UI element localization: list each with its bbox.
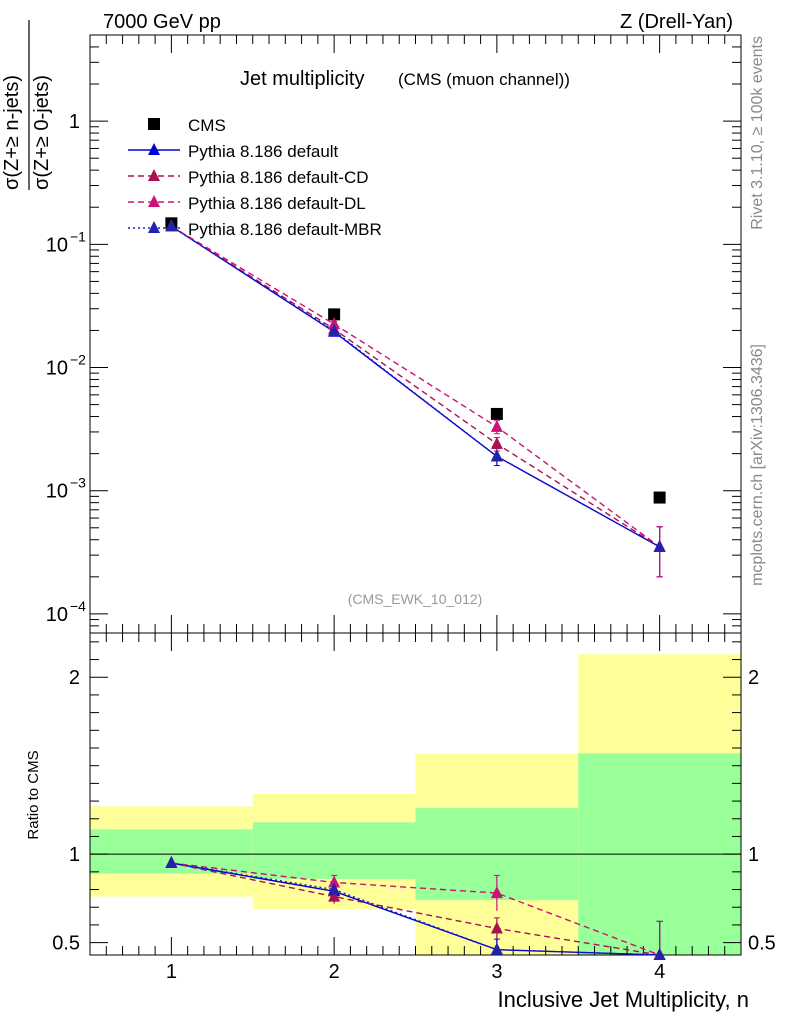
series-2 bbox=[165, 219, 666, 578]
y-tick-exponent: −1 bbox=[70, 228, 86, 244]
y-label-numerator: σ(Z+≥ n-jets) bbox=[1, 75, 23, 190]
chart-subtitle: (CMS (muon channel)) bbox=[398, 70, 570, 89]
analysis-watermark: (CMS_EWK_10_012) bbox=[348, 591, 483, 607]
x-axis-label: Inclusive Jet Multiplicity, n bbox=[498, 987, 749, 1012]
y-tick-label: 1 bbox=[69, 111, 80, 133]
ratio-series-3 bbox=[165, 856, 666, 960]
energy-label: 7000 GeV pp bbox=[103, 11, 221, 33]
y-tick-label: 10 bbox=[46, 604, 68, 626]
rivet-version-label: Rivet 3.1.10, ≥ 100k events bbox=[749, 36, 766, 230]
ratio-y-tick-label-right: 0.5 bbox=[748, 933, 776, 955]
series-0 bbox=[165, 217, 666, 504]
legend-marker bbox=[148, 169, 160, 181]
main-panel: 110−110−210−310−4 Jet multiplicity (CMS … bbox=[46, 34, 742, 634]
series-point bbox=[328, 317, 341, 330]
legend-label: Pythia 8.186 default-MBR bbox=[188, 220, 382, 239]
main-series bbox=[165, 217, 666, 578]
y-tick-label: 10 bbox=[46, 234, 68, 256]
legend-marker bbox=[148, 118, 160, 130]
ratio-point bbox=[490, 886, 503, 899]
x-tick-label: 4 bbox=[654, 961, 665, 983]
y-label-denominator: σ(Z+≥ 0-jets) bbox=[31, 75, 53, 190]
ratio-y-tick-label: 2 bbox=[69, 667, 80, 689]
legend-label: CMS bbox=[188, 116, 226, 135]
chart-title: Jet multiplicity bbox=[240, 68, 364, 90]
y-tick-exponent: −3 bbox=[70, 475, 86, 491]
ratio-y-tick-label-right: 1 bbox=[748, 844, 759, 866]
series-line bbox=[170, 225, 660, 548]
series-point bbox=[490, 419, 503, 432]
main-y-label: σ(Z+≥ n-jets) σ(Z+≥ 0-jets) bbox=[1, 20, 53, 190]
ratio-point bbox=[165, 856, 178, 868]
ratio-line bbox=[171, 862, 660, 956]
cms-point bbox=[653, 491, 666, 504]
ratio-bands bbox=[90, 654, 741, 955]
x-tick-label: 2 bbox=[329, 961, 340, 983]
legend-label: Pythia 8.186 default-DL bbox=[188, 194, 366, 213]
x-tick-label: 1 bbox=[166, 961, 177, 983]
ratio-y-tick-label: 0.5 bbox=[52, 933, 80, 955]
ratio-line bbox=[171, 862, 660, 956]
x-tick-label: 3 bbox=[491, 961, 502, 983]
ratio-y-tick-label-right: 2 bbox=[748, 667, 759, 689]
ratio-point bbox=[490, 921, 503, 934]
ratio-point bbox=[328, 882, 341, 895]
legend-label: Pythia 8.186 default bbox=[188, 142, 339, 161]
ratio-axes: 0.5 0.5 1 1 2 2 1 2 3 4 bbox=[52, 632, 776, 983]
legend-marker bbox=[148, 221, 160, 233]
ratio-line bbox=[171, 862, 660, 956]
process-label: Z (Drell-Yan) bbox=[620, 11, 733, 33]
ratio-point bbox=[490, 942, 503, 955]
ratio-panel: 0.5 0.5 1 1 2 2 1 2 3 4 Ratio to CMS Inclusive Je… bbox=[25, 632, 776, 1012]
legend-marker bbox=[148, 143, 160, 155]
cms-point bbox=[490, 407, 503, 420]
ratio-point bbox=[328, 875, 341, 888]
series-line bbox=[171, 225, 660, 548]
ratio-line bbox=[171, 862, 660, 956]
legend-marker bbox=[148, 195, 160, 207]
ratio-y-label: Ratio to CMS bbox=[25, 750, 42, 839]
uncertainty-band-inner bbox=[252, 822, 416, 879]
y-tick-exponent: −2 bbox=[70, 352, 86, 368]
ratio-series bbox=[165, 856, 666, 960]
series-point bbox=[490, 436, 503, 449]
y-tick-exponent: −4 bbox=[70, 598, 86, 614]
series-point bbox=[653, 539, 666, 552]
legend: CMS Pythia 8.186 default Pythia 8.186 defa… bbox=[128, 116, 382, 239]
legend-label: Pythia 8.186 default-CD bbox=[188, 168, 369, 187]
source-label: mcplots.cern.ch [arXiv:1306.3436] bbox=[749, 344, 766, 586]
ratio-point bbox=[653, 948, 666, 960]
series-point bbox=[490, 449, 503, 462]
ratio-y-tick-label: 1 bbox=[69, 844, 80, 866]
ratio-point bbox=[328, 889, 341, 902]
series-1 bbox=[165, 219, 666, 578]
cms-point bbox=[328, 308, 341, 321]
y-tick-label: 10 bbox=[46, 358, 68, 380]
series-line bbox=[171, 225, 661, 548]
series-point bbox=[328, 323, 341, 336]
y-tick-label: 10 bbox=[46, 481, 68, 503]
series-3 bbox=[165, 219, 666, 578]
